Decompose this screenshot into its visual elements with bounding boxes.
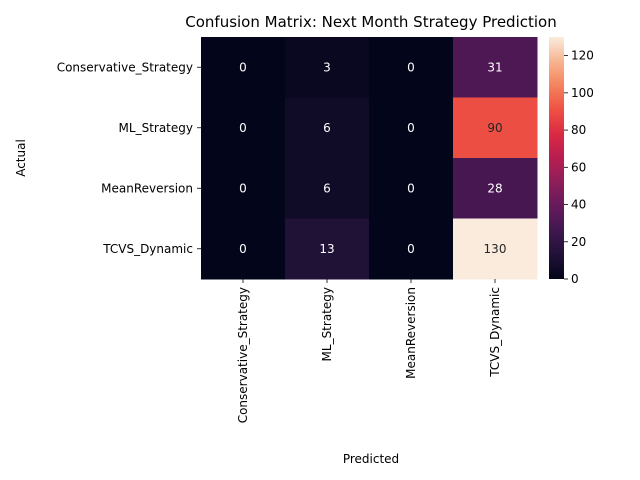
col-tick-label: Conservative_Strategy: [236, 287, 250, 423]
cell-value-label: 28: [487, 181, 502, 195]
colorbar-tick-label: 80: [571, 123, 586, 137]
heatmap-cell: [369, 37, 454, 98]
heatmap-cell: [285, 218, 370, 280]
colorbar-tick-label: 120: [571, 49, 594, 63]
row-tick-label: MeanReversion: [101, 181, 193, 195]
cell-value-label: 6: [323, 181, 331, 195]
heatmap-cell: [453, 218, 538, 280]
heatmap-cell: [369, 218, 454, 280]
row-tick-label: Conservative_Strategy: [57, 60, 193, 74]
cell-value-label: 0: [407, 60, 415, 74]
cell-value-label: 90: [487, 121, 502, 135]
colorbar: 0 20 40 60 80 100 120: [549, 37, 594, 286]
col-tick-label: MeanReversion: [404, 287, 418, 379]
y-axis-label: Actual: [14, 139, 28, 177]
cell-value-label: 0: [407, 242, 415, 256]
row-tick-label: TCVS_Dynamic: [102, 242, 193, 256]
col-tick-label: ML_Strategy: [320, 287, 334, 361]
heatmap-cell: [201, 158, 286, 219]
heatmap-cell: [201, 97, 286, 159]
colorbar-gradient: [549, 37, 564, 279]
x-axis-label: Predicted: [343, 452, 399, 466]
heatmap-cells: 0 3 0 310 6 0 900 6 0 280 13 0 130: [201, 37, 538, 280]
heatmap-cell: [285, 97, 370, 159]
colorbar-tick-label: 60: [571, 160, 586, 174]
heatmap-cell: [369, 158, 454, 219]
heatmap-cell: [453, 37, 538, 98]
heatmap-cell: [285, 37, 370, 98]
cell-value-label: 31: [487, 60, 502, 74]
cell-value-label: 0: [239, 242, 247, 256]
heatmap-cell: [369, 97, 454, 159]
colorbar-tick-label: 20: [571, 235, 586, 249]
row-tick-label: ML_Strategy: [119, 121, 193, 135]
colorbar-tick-label: 100: [571, 86, 594, 100]
col-tick-label: TCVS_Dynamic: [488, 287, 502, 378]
cell-value-label: 0: [239, 181, 247, 195]
colorbar-tick-label: 0: [571, 272, 579, 286]
colorbar-tick-label: 40: [571, 198, 586, 212]
cell-value-label: 0: [239, 121, 247, 135]
colorbar-ticks: 0 20 40 60 80 100 120: [564, 49, 594, 286]
col-tick-labels: Conservative_Strategy ML_Strategy MeanReve…: [236, 279, 502, 423]
row-tick-labels: Conservative_Strategy ML_Strategy MeanReve…: [57, 60, 201, 256]
cell-value-label: 130: [484, 242, 507, 256]
heatmap-cell: [201, 218, 286, 280]
cell-value-label: 13: [319, 242, 334, 256]
heatmap-cell: [453, 97, 538, 159]
chart-title: Confusion Matrix: Next Month Strategy Pr…: [185, 13, 556, 31]
cell-value-label: 6: [323, 121, 331, 135]
heatmap-cell: [201, 37, 286, 98]
cell-value-label: 0: [407, 181, 415, 195]
heatmap-cell: [453, 158, 538, 219]
cell-value-label: 0: [239, 60, 247, 74]
cell-value-label: 0: [407, 121, 415, 135]
cell-value-label: 3: [323, 60, 331, 74]
heatmap-cell: [285, 158, 370, 219]
